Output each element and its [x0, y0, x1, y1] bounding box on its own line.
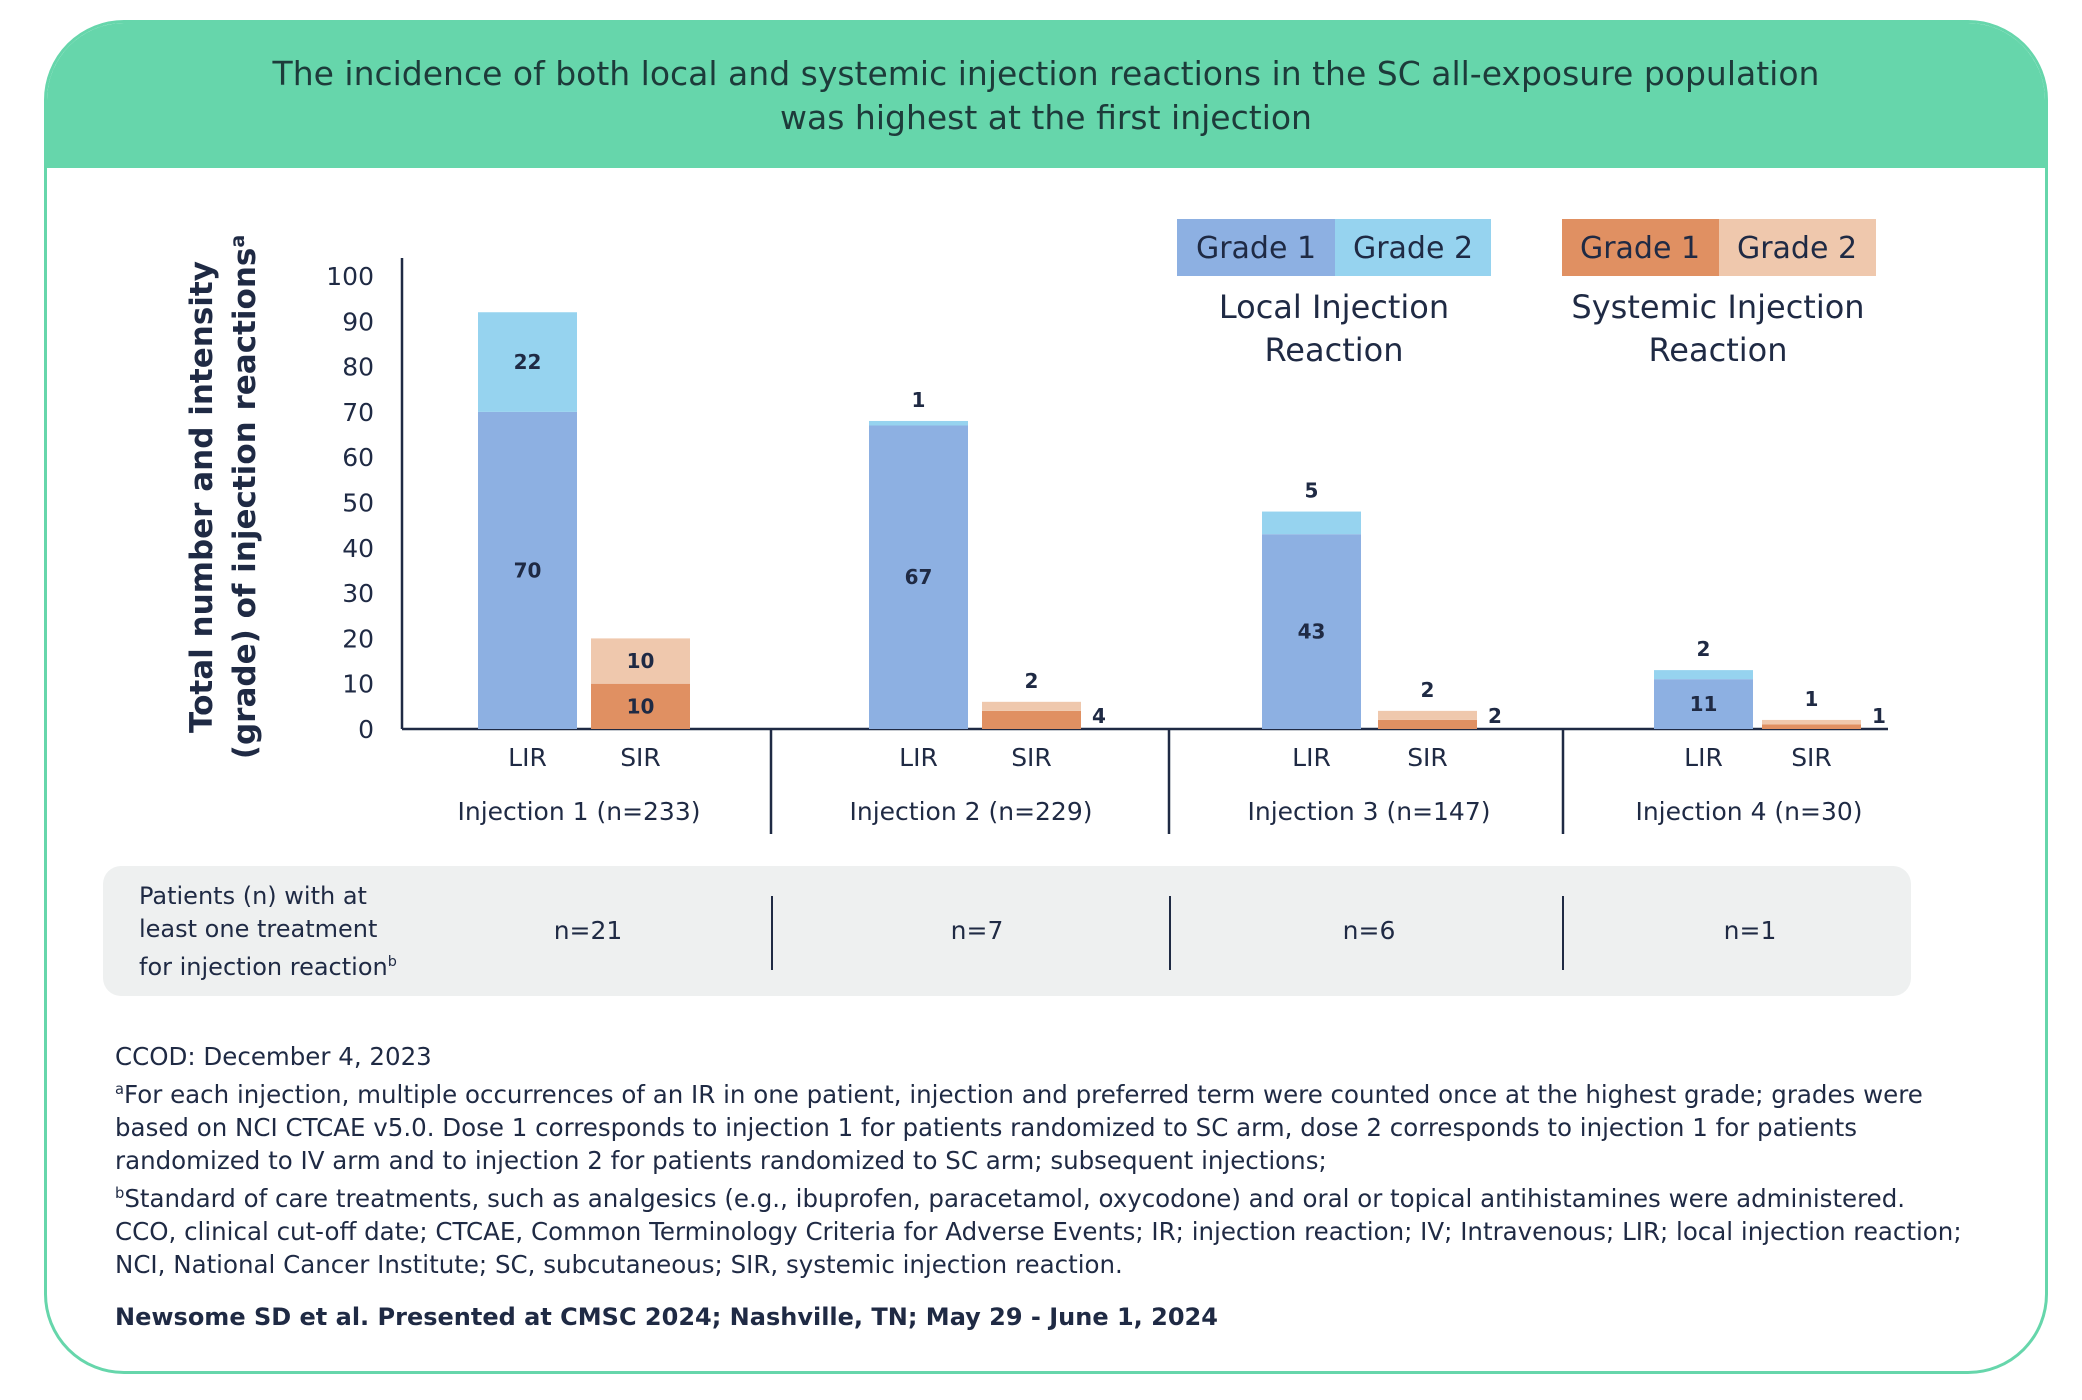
bar-sir-grade1: [1762, 724, 1861, 729]
data-label-grade1: 70: [514, 558, 542, 582]
y-tick-label: 100: [326, 262, 374, 291]
group-label: Injection 4 (n=30): [1635, 797, 1862, 826]
data-label-grade1: 10: [627, 694, 655, 718]
legend-systemic-grade1-swatch: [1562, 219, 1719, 276]
bar-sir-grade2: [1378, 710, 1477, 720]
y-tick-label: 0: [358, 715, 374, 744]
summary-label-line-1: Patients (n) with at: [139, 882, 367, 910]
data-label-grade2: 5: [1305, 479, 1319, 503]
footnotes: CCOD: December 4, 2023 aFor each injecti…: [115, 1040, 1975, 1281]
title-line-1: The incidence of both local and systemic…: [272, 53, 1820, 93]
bar-sir-grade2: [1762, 719, 1861, 725]
y-tick-label: 60: [342, 443, 374, 472]
summary-footnote-b: b: [387, 954, 397, 970]
summary-divider: [1562, 896, 1564, 970]
legend-local-grade2-swatch: [1335, 219, 1491, 276]
footnote-b: bStandard of care treatments, such as an…: [115, 1177, 1975, 1215]
bar-lir-grade2: [1262, 511, 1361, 535]
summary-label: Patients (n) with at least one treatment…: [139, 880, 439, 984]
legend-local-grade1-swatch: [1177, 219, 1335, 276]
y-axis-label-line-1: Total number and intensity: [184, 261, 220, 733]
summary-label-line-3: for injection reaction: [139, 953, 388, 981]
y-tick-label: 20: [342, 624, 374, 653]
data-label-grade2: 10: [627, 649, 655, 673]
legend-systemic-title-line-1: Systemic Injection: [1571, 288, 1864, 326]
summary-row: Patients (n) with at least one treatment…: [103, 866, 1911, 996]
summary-value-injection-3: n=6: [1342, 916, 1396, 945]
bar-lir-grade1: [478, 411, 577, 729]
bar-lir-grade1: [1654, 679, 1753, 729]
summary-label-line-2: least one treatment: [139, 915, 378, 943]
x-tick-label-sir: SIR: [1011, 743, 1052, 772]
data-label-grade1: 4: [1092, 704, 1106, 728]
summary-divider: [1169, 896, 1171, 970]
data-label-grade1: 67: [905, 565, 933, 589]
data-label-grade2: 1: [1805, 687, 1819, 711]
group-label: Injection 1 (n=233): [458, 797, 701, 826]
y-tick-label: 30: [342, 579, 374, 608]
y-axis-label-line-2: (grade) of injection reactionsa: [227, 235, 263, 759]
y-tick-label: 40: [342, 534, 374, 563]
summary-value-injection-2: n=7: [950, 916, 1004, 945]
legend-local-grade1-label: Grade 1: [1196, 231, 1316, 266]
x-tick-label-lir: LIR: [1292, 743, 1331, 772]
y-tick-label: 50: [342, 489, 374, 518]
summary-value-injection-4: n=1: [1723, 916, 1777, 945]
footnote-a-text: For each injection, multiple occurrences…: [115, 1080, 1923, 1176]
bar-sir-grade1: [591, 683, 690, 729]
data-label-grade2: 2: [1697, 637, 1711, 661]
footnote-a: aFor each injection, multiple occurrence…: [115, 1073, 1975, 1177]
legend-systemic-grade1-label: Grade 1: [1580, 231, 1700, 266]
x-tick-label-lir: LIR: [508, 743, 547, 772]
legend-local-title-line-1: Local Injection: [1219, 288, 1449, 326]
data-label-grade2: 1: [912, 388, 926, 412]
summary-divider: [771, 896, 773, 970]
data-label-grade1: 43: [1298, 620, 1326, 644]
bar-lir-grade1: [1262, 534, 1361, 729]
data-label-grade1: 2: [1488, 704, 1502, 728]
abbreviations: CCO, clinical cut-off date; CTCAE, Commo…: [115, 1217, 1962, 1280]
y-tick-label: 10: [342, 670, 374, 699]
x-tick-label-lir: LIR: [899, 743, 938, 772]
ccod-note: CCOD: December 4, 2023: [115, 1042, 432, 1071]
footnote-b-marker: b: [115, 1185, 125, 1203]
data-label-grade1: 1: [1872, 704, 1886, 728]
bar-sir-grade1: [982, 710, 1081, 729]
footnote-a-marker: a: [115, 1081, 125, 1098]
y-axis-label-footnote: a: [227, 235, 249, 248]
group-label: Injection 2 (n=229): [850, 797, 1093, 826]
stacked-bar-chart: Total number and intensity (grade) of inj…: [184, 219, 1888, 834]
data-label-grade2: 2: [1421, 678, 1435, 702]
legend-systemic-grade2-label: Grade 2: [1737, 231, 1857, 266]
data-label-grade1: 11: [1690, 692, 1718, 716]
legend-local-title-line-2: Reaction: [1265, 331, 1404, 369]
x-tick-label-sir: SIR: [1791, 743, 1832, 772]
title-banner: The incidence of both local and systemic…: [47, 23, 2045, 168]
bar-sir-grade2: [591, 638, 690, 684]
footnote-b-text: Standard of care treatments, such as ana…: [124, 1184, 1906, 1214]
citation: Newsome SD et al. Presented at CMSC 2024…: [115, 1303, 1218, 1331]
x-tick-label-sir: SIR: [1407, 743, 1448, 772]
legend-systemic-title-line-2: Reaction: [1649, 331, 1788, 369]
data-label-grade2: 22: [514, 350, 542, 374]
y-tick-label: 80: [342, 353, 374, 382]
bar-lir-grade2: [1654, 670, 1753, 680]
y-tick-label: 90: [342, 307, 374, 336]
bar-lir-grade1: [869, 425, 968, 729]
summary-value-injection-1: n=21: [553, 916, 623, 945]
title-line-2: was highest at the first injection: [780, 97, 1312, 137]
y-tick-label: 70: [342, 398, 374, 427]
bar-sir-grade1: [1378, 719, 1477, 729]
bar-lir-grade2: [478, 312, 577, 412]
data-label-grade2: 2: [1025, 669, 1039, 693]
group-label: Injection 3 (n=147): [1248, 797, 1491, 826]
bar-sir-grade2: [982, 701, 1081, 711]
x-tick-label-lir: LIR: [1684, 743, 1723, 772]
bar-lir-grade2: [869, 420, 968, 426]
legend-local-grade2-label: Grade 2: [1353, 231, 1473, 266]
x-tick-label-sir: SIR: [620, 743, 661, 772]
legend-systemic-grade2-swatch: [1719, 219, 1876, 276]
